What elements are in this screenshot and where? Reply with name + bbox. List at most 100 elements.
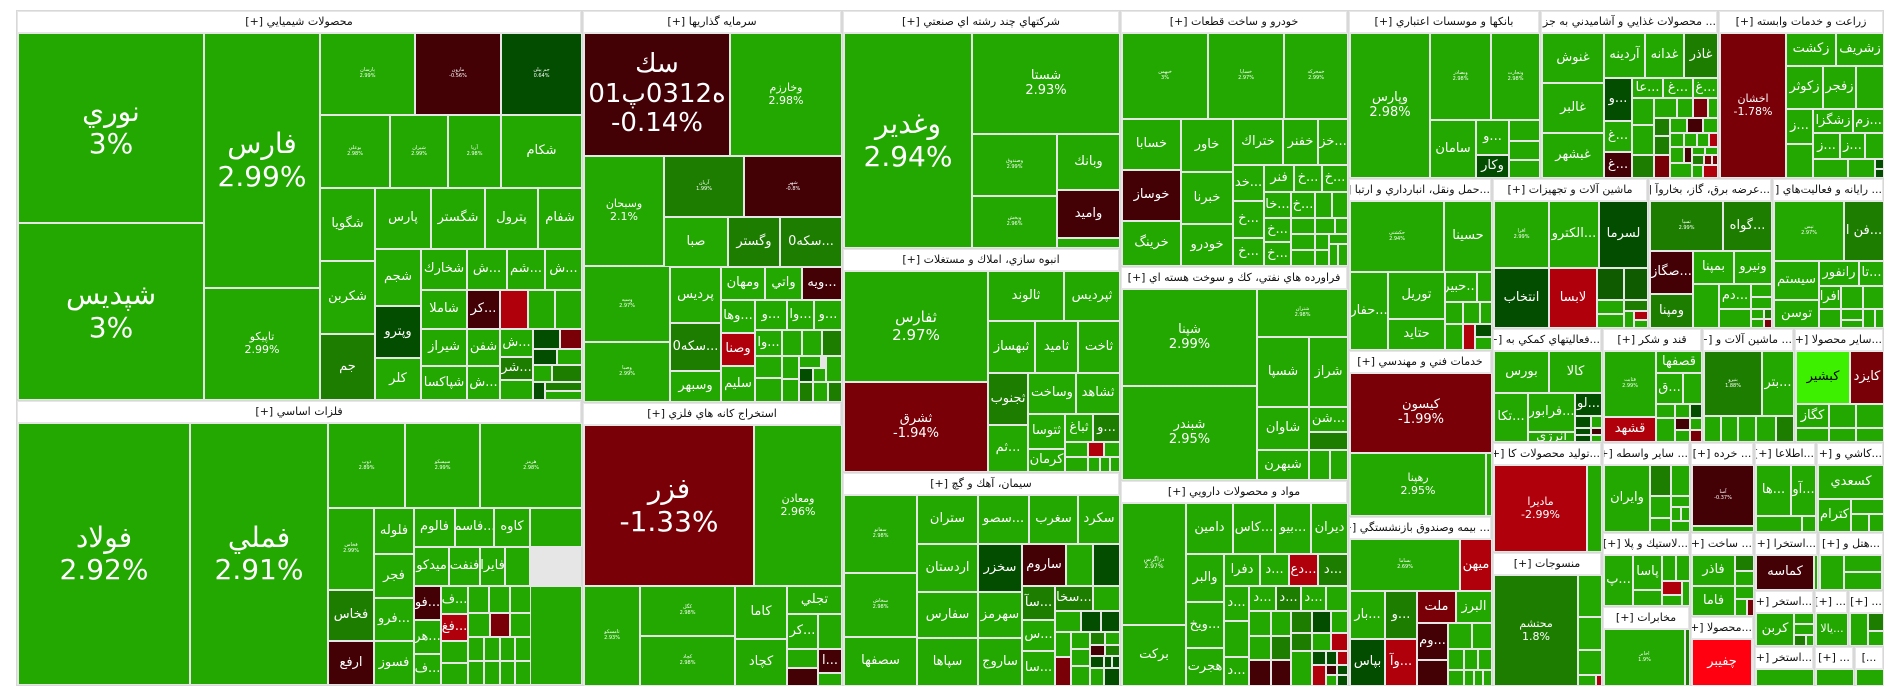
stock-tile[interactable]: ثجنوب	[988, 373, 1028, 425]
stock-tile[interactable]: شاملا	[421, 290, 467, 329]
stock-tile[interactable]: مارون -0.56%	[415, 33, 501, 115]
stock-tile[interactable]: نوري 3%	[18, 33, 204, 223]
stock-tile[interactable]: ...الكترو	[1549, 201, 1599, 268]
stock-tile[interactable]: سخزر	[978, 544, 1022, 592]
stock-tile[interactable]: توريل	[1388, 272, 1445, 319]
stock-tile[interactable]	[1671, 465, 1690, 496]
stock-tile[interactable]: بپاس	[1350, 639, 1385, 686]
stock-tile[interactable]	[1337, 665, 1348, 675]
stock-tile[interactable]	[1587, 465, 1602, 552]
stock-tile[interactable]: پاسا	[1633, 555, 1662, 590]
stock-tile[interactable]	[1687, 118, 1703, 133]
stock-tile[interactable]: فولاد 2.92%	[18, 423, 190, 685]
stock-tile[interactable]	[828, 382, 842, 402]
stock-tile[interactable]: فلوله	[374, 508, 414, 554]
stock-tile[interactable]	[1065, 457, 1088, 472]
stock-tile[interactable]	[1705, 147, 1718, 155]
stock-tile[interactable]: فارس 2.99%	[204, 33, 320, 288]
stock-tile[interactable]	[1671, 496, 1690, 507]
stock-tile[interactable]: ومهان	[721, 267, 765, 300]
stock-tile[interactable]	[1591, 435, 1602, 442]
stock-tile[interactable]: غبشهر	[1542, 133, 1604, 178]
stock-tile[interactable]: پرديس	[670, 267, 721, 323]
stock-tile[interactable]	[818, 614, 842, 649]
stock-tile[interactable]: وايران	[1604, 465, 1650, 532]
stock-tile[interactable]: ...هر	[414, 620, 441, 654]
stock-tile[interactable]	[533, 365, 552, 382]
stock-tile[interactable]: ...ف	[441, 586, 468, 614]
stock-tile[interactable]: بركت	[1122, 625, 1186, 686]
stock-tile[interactable]: ...سآ	[1022, 586, 1055, 620]
stock-tile[interactable]	[1478, 649, 1492, 670]
stock-tile[interactable]	[1105, 645, 1120, 656]
stock-tile[interactable]	[1575, 416, 1591, 428]
stock-tile[interactable]: توسن	[1774, 300, 1819, 328]
sector-header[interactable]: ...هتل و [+]	[1820, 534, 1882, 554]
sector-header[interactable]: ...استخرا [+]	[1756, 534, 1816, 554]
stock-tile[interactable]	[826, 356, 842, 382]
stock-tile[interactable]	[1654, 98, 1677, 118]
stock-tile[interactable]	[1291, 611, 1312, 633]
sector-header[interactable]: ...]	[1856, 648, 1882, 668]
stock-tile[interactable]	[1326, 675, 1337, 686]
stock-tile[interactable]: ثشاهد	[1076, 373, 1120, 414]
stock-tile[interactable]	[1764, 319, 1772, 328]
stock-tile[interactable]	[1483, 670, 1492, 686]
stock-tile[interactable]: ...عا	[1632, 78, 1663, 98]
stock-tile[interactable]: ...آو	[1791, 465, 1816, 516]
stock-tile[interactable]: ...و	[1476, 120, 1509, 155]
stock-tile[interactable]: آردينه	[1604, 33, 1645, 78]
stock-tile[interactable]	[545, 382, 582, 391]
stock-tile[interactable]	[1869, 514, 1884, 532]
stock-tile[interactable]	[1329, 234, 1348, 244]
sector-header[interactable]: ... [+]	[1816, 648, 1852, 668]
stock-tile[interactable]	[1312, 651, 1326, 665]
stock-tile[interactable]	[1309, 450, 1330, 480]
stock-tile[interactable]: كيسون -1.99%	[1350, 373, 1492, 453]
stock-tile[interactable]: شهر -0.8%	[744, 156, 842, 217]
stock-tile[interactable]: شپاكسا	[421, 366, 467, 400]
stock-tile[interactable]	[1756, 416, 1776, 442]
stock-tile[interactable]	[1684, 147, 1692, 163]
stock-tile[interactable]: دزاگرس 2.97%	[1122, 503, 1186, 625]
stock-tile[interactable]	[1090, 668, 1104, 686]
stock-tile[interactable]	[468, 661, 484, 685]
stock-tile[interactable]	[1104, 442, 1120, 457]
stock-tile[interactable]: سك ه0312پ01 -0.14%	[584, 33, 730, 156]
sector-header[interactable]: استخراج كانه هاي فلزي [+]	[584, 404, 840, 424]
stock-tile[interactable]: ...و	[755, 300, 787, 330]
stock-tile[interactable]	[1662, 581, 1682, 595]
stock-tile[interactable]: وتجارت 2.98%	[1491, 33, 1540, 120]
stock-tile[interactable]: ...شم	[507, 249, 545, 290]
stock-tile[interactable]: غدانه	[1645, 33, 1684, 78]
stock-tile[interactable]	[1578, 617, 1602, 650]
stock-tile[interactable]	[1721, 416, 1738, 442]
stock-tile[interactable]: ...سكه0	[780, 217, 842, 267]
stock-tile[interactable]	[1856, 428, 1884, 442]
stock-tile[interactable]	[1675, 430, 1690, 442]
stock-tile[interactable]: ...كر	[467, 290, 500, 329]
stock-tile[interactable]	[1851, 514, 1869, 532]
stock-tile[interactable]: آريا 2.98%	[448, 115, 501, 188]
stock-tile[interactable]: سامان	[1430, 120, 1476, 178]
stock-tile[interactable]: خبهمن 3%	[1122, 33, 1208, 119]
stock-tile[interactable]: ...ها	[1756, 465, 1791, 516]
stock-tile[interactable]	[1071, 666, 1090, 686]
stock-tile[interactable]	[1671, 521, 1690, 532]
stock-tile[interactable]	[1794, 635, 1806, 646]
stock-tile[interactable]	[1326, 651, 1337, 665]
stock-tile[interactable]	[1654, 118, 1670, 136]
stock-tile[interactable]	[813, 368, 826, 382]
stock-tile[interactable]: شجم	[375, 249, 421, 306]
stock-tile[interactable]: والبر	[1186, 554, 1224, 602]
stock-tile[interactable]	[1751, 309, 1764, 319]
sector-header[interactable]: قند و شكر [+]	[1604, 330, 1700, 350]
stock-tile[interactable]: انتخاب	[1494, 268, 1549, 328]
stock-tile[interactable]: اردستان	[917, 544, 978, 592]
stock-tile[interactable]: ...وم	[1417, 623, 1448, 660]
stock-tile[interactable]	[1650, 465, 1671, 496]
stock-tile[interactable]	[533, 349, 557, 365]
stock-tile[interactable]	[1704, 155, 1712, 165]
stock-tile[interactable]: البرز	[1456, 591, 1492, 623]
stock-tile[interactable]: ...خد	[1233, 165, 1264, 201]
